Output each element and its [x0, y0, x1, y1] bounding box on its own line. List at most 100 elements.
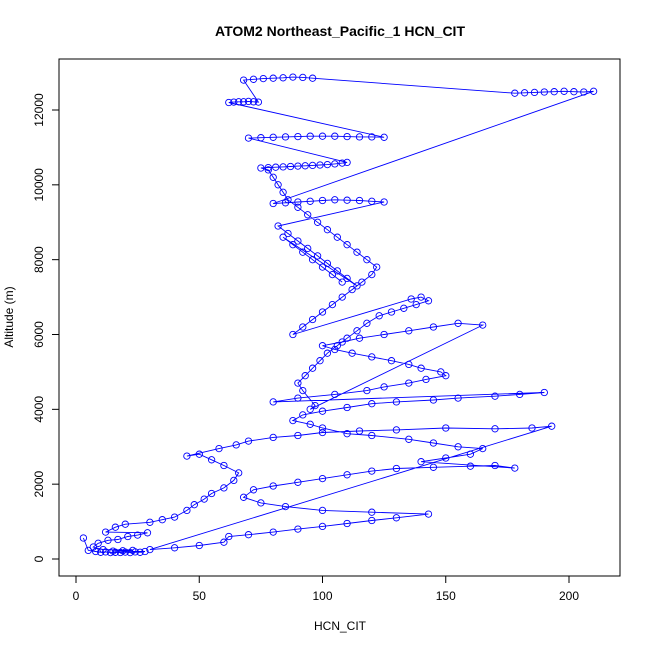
- data-point: [232, 441, 240, 449]
- data-point: [92, 547, 100, 556]
- y-tick-label: 4000: [32, 396, 46, 423]
- data-point: [380, 330, 388, 339]
- data-point: [308, 315, 317, 324]
- data-point: [520, 89, 529, 97]
- data-point: [244, 134, 253, 142]
- data-point: [101, 528, 110, 536]
- data-point: [417, 364, 425, 372]
- data-point: [560, 87, 568, 95]
- data-point: [269, 133, 277, 141]
- data-point: [368, 508, 376, 516]
- data-point: [323, 226, 332, 234]
- data-point: [281, 199, 290, 207]
- data-point: [207, 489, 216, 498]
- data-point: [289, 416, 297, 425]
- data-point: [170, 544, 179, 552]
- data-point: [363, 256, 371, 264]
- data-point: [306, 420, 314, 428]
- data-point: [158, 516, 166, 524]
- data-point: [323, 259, 332, 268]
- data-point: [215, 444, 223, 453]
- data-point: [580, 88, 588, 96]
- data-point: [308, 256, 317, 264]
- data-point: [548, 422, 556, 430]
- data-point: [412, 300, 420, 309]
- data-point: [207, 456, 216, 464]
- data-point: [343, 430, 351, 438]
- data-point: [318, 474, 327, 483]
- data-point: [257, 164, 265, 172]
- data-point: [454, 394, 462, 402]
- data-point: [454, 319, 462, 327]
- data-point: [540, 388, 548, 397]
- data-point: [279, 233, 287, 241]
- data-point: [264, 166, 272, 174]
- data-point: [294, 525, 302, 533]
- data-point: [289, 73, 297, 81]
- data-point: [343, 196, 351, 204]
- data-point: [380, 198, 388, 206]
- data-point: [141, 547, 149, 556]
- data-point: [318, 308, 327, 316]
- data-point: [491, 425, 499, 433]
- data-point: [422, 375, 430, 384]
- data-point: [257, 499, 265, 507]
- data-point: [343, 519, 351, 528]
- data-point: [220, 461, 228, 470]
- data-point: [355, 133, 364, 141]
- data-point: [200, 495, 208, 503]
- data-point: [338, 278, 346, 286]
- data-point: [306, 132, 314, 140]
- data-point: [318, 407, 327, 415]
- data-point: [183, 506, 191, 515]
- data-point: [380, 383, 388, 391]
- data-point: [308, 74, 317, 82]
- data-point: [272, 163, 280, 171]
- data-point: [313, 252, 322, 260]
- data-point: [407, 295, 415, 303]
- x-tick-label: 100: [312, 589, 332, 603]
- x-tick-label: 200: [559, 589, 579, 603]
- data-point: [331, 132, 339, 140]
- data-point: [570, 88, 578, 96]
- data-point: [274, 181, 282, 189]
- data-point: [249, 486, 258, 494]
- data-point: [269, 199, 277, 208]
- data-point: [294, 478, 302, 486]
- y-tick-label: 0: [32, 555, 46, 562]
- data-point: [269, 433, 277, 442]
- data-point: [308, 364, 317, 372]
- data-point: [146, 545, 154, 554]
- x-axis: 0 50 100 150 200: [73, 575, 579, 603]
- data-point: [417, 293, 425, 301]
- data-point: [244, 437, 253, 445]
- data-point: [94, 539, 102, 547]
- data-point: [442, 424, 450, 432]
- data-point: [170, 513, 179, 521]
- y-axis: 0 2000 4000 6000 8000 10000 12000: [32, 93, 60, 562]
- data-point: [294, 203, 302, 211]
- data-point: [249, 75, 258, 83]
- data-point: [429, 323, 438, 331]
- data-point: [119, 547, 127, 555]
- data-point: [589, 87, 598, 95]
- data-point: [331, 345, 339, 354]
- data-point: [264, 163, 272, 172]
- data-point: [269, 398, 277, 406]
- data-point: [368, 133, 376, 141]
- data-point: [259, 74, 267, 83]
- data-point: [143, 529, 152, 537]
- data-point: [355, 196, 364, 205]
- data-point: [269, 173, 277, 181]
- x-tick-label: 0: [73, 589, 80, 603]
- data-point: [392, 426, 401, 434]
- data-point: [417, 458, 425, 466]
- data-point: [230, 476, 238, 485]
- data-point: [479, 444, 487, 453]
- data-point: [269, 528, 277, 536]
- data-point: [279, 163, 287, 171]
- data-point: [274, 222, 282, 230]
- data-point: [392, 398, 401, 406]
- x-axis-label: HCN_CIT: [314, 619, 367, 633]
